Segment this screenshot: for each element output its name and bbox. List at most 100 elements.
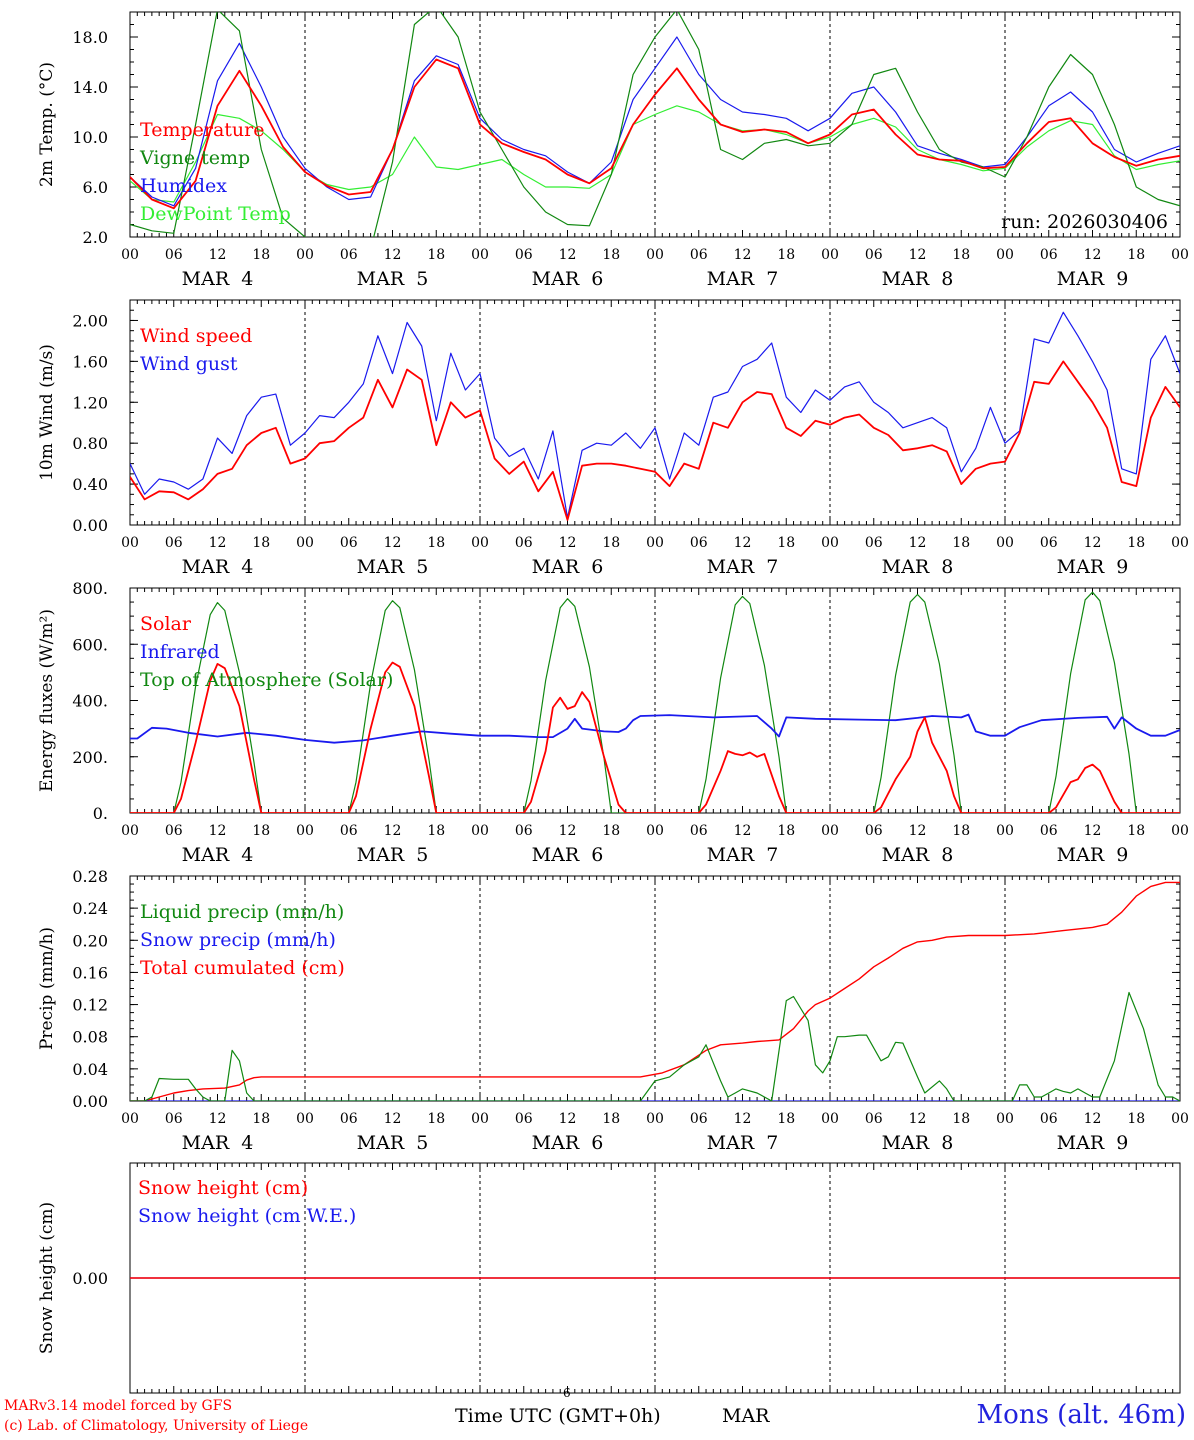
x-tick-label: 00 — [646, 247, 664, 263]
series-line-wind-gust — [130, 311, 1180, 519]
x-tick-label: 18 — [1127, 535, 1145, 551]
x-tick-label: 12 — [1084, 247, 1102, 263]
day-label: MAR 6 — [532, 1132, 604, 1154]
day-label: MAR 9 — [1057, 1132, 1129, 1154]
series-line-temperature — [130, 58, 1180, 210]
day-label: MAR 8 — [882, 1132, 954, 1154]
y-tick-label: 0.28 — [72, 867, 108, 886]
y-tick-label: 14.0 — [72, 78, 108, 97]
legend-entry: Vigne temp — [139, 147, 250, 169]
x-tick-label: 06 — [340, 823, 358, 839]
x-tick-label: 18 — [777, 535, 795, 551]
x-tick-label: 12 — [384, 1111, 402, 1127]
x-tick-label: 12 — [209, 1111, 227, 1127]
x-tick-label: 18 — [777, 823, 795, 839]
x-tick-label: 00 — [1171, 823, 1189, 839]
y-axis-label: Energy fluxes (W/m²) — [37, 609, 57, 792]
x-tick-label: 12 — [734, 1111, 752, 1127]
day-label: MAR 4 — [182, 844, 254, 866]
series-line-total-cumulated-cm — [130, 881, 1180, 1101]
legend-entry: Snow height (cm) — [138, 1177, 308, 1199]
x-tick-label: 18 — [1127, 247, 1145, 263]
x-tick-label: 06 — [165, 823, 183, 839]
x-tick-label: 00 — [1171, 247, 1189, 263]
x-tick-label: 12 — [909, 535, 927, 551]
x-tick-label: 12 — [909, 1111, 927, 1127]
meteogram-chart: 2.06.010.014.018.02m Temp. (°C)00 06 12 18 0… — [37, 11, 1189, 1394]
x-tick-label: 12 — [559, 247, 577, 263]
x-tick-label: 06 — [865, 1111, 883, 1127]
day-label: MAR 9 — [1057, 268, 1129, 290]
x-tick-label: 18 — [427, 1111, 445, 1127]
y-tick-label: 0.40 — [72, 475, 108, 494]
legend-entry: Infrared — [140, 641, 220, 663]
x-tick-label: 18 — [602, 1111, 620, 1127]
x-tick-label: 00 — [296, 535, 314, 551]
x-tick-label: 06 — [515, 247, 533, 263]
x-tick-label: 18 — [427, 535, 445, 551]
x-tick-label: 06 — [165, 535, 183, 551]
day-label: MAR 5 — [357, 268, 429, 290]
series-line-infrared — [130, 713, 1180, 744]
x-axis-title: Time UTC (GMT+0h) — [455, 1405, 661, 1427]
chart-panel-3: 0. 200. 400. 600. 800. Energy fluxes (W/m²) 00… — [37, 579, 1189, 866]
x-tick-label: 18 — [602, 823, 620, 839]
x-tick-label: 06 — [690, 823, 708, 839]
y-tick-label: 200. — [72, 748, 108, 767]
day-label: MAR 4 — [182, 556, 254, 578]
x-tick-label: 00 — [821, 823, 839, 839]
y-tick-label: 0.24 — [72, 899, 108, 918]
y-axis-label: Snow height (cm) — [37, 1202, 57, 1354]
x-tick-label: 18 — [252, 247, 270, 263]
x-tick-label: 00 — [996, 823, 1014, 839]
x-tick-label: 06 — [1040, 535, 1058, 551]
x-tick-label: 12 — [734, 823, 752, 839]
x-tick-label: 18 — [427, 247, 445, 263]
x-tick-label: 06 — [1040, 247, 1058, 263]
y-tick-label: 600. — [72, 635, 108, 654]
y-tick-label: 18.0 — [72, 28, 108, 47]
x-tick-label: 00 — [121, 247, 139, 263]
day-label: MAR 5 — [357, 1132, 429, 1154]
x-tick-label: 12 — [559, 535, 577, 551]
y-tick-label: 0.80 — [72, 434, 108, 453]
x-tick-label: 06 — [690, 535, 708, 551]
x-tick-label: 00 — [646, 823, 664, 839]
x-tick-label: 00 — [121, 1111, 139, 1127]
day-label: MAR 5 — [357, 556, 429, 578]
station-name: Mons (alt. 46m) — [976, 1400, 1186, 1430]
x-tick-label: 12 — [384, 535, 402, 551]
y-tick-label: 0.00 — [72, 1092, 108, 1111]
x-tick-label: 12 — [559, 823, 577, 839]
x-axis-month: MAR — [722, 1405, 770, 1427]
x-tick-label: 00 — [821, 1111, 839, 1127]
x-tick-label: 06 — [690, 1111, 708, 1127]
series-line-wind-speed — [130, 360, 1180, 521]
x-tick-label: 00 — [1171, 1111, 1189, 1127]
day-label: MAR 7 — [707, 556, 779, 578]
x-tick-label: 06 — [1040, 823, 1058, 839]
x-tick-label: 00 — [121, 823, 139, 839]
day-label: MAR 6 — [532, 844, 604, 866]
day-label: MAR 9 — [1057, 844, 1129, 866]
x-tick-label: 18 — [252, 823, 270, 839]
x-tick-label: 12 — [559, 1111, 577, 1127]
x-tick-label: 06 — [515, 823, 533, 839]
series-line-humidex — [130, 36, 1180, 207]
chart-panel-5: 0.00 Snow height (cm) Snow height (cm) Snow… — [37, 1162, 1181, 1394]
x-tick-label: 00 — [296, 247, 314, 263]
legend-entry: Wind speed — [140, 325, 252, 347]
x-tick-label: 06 — [1040, 1111, 1058, 1127]
x-tick-label: 00 — [646, 535, 664, 551]
day-label: MAR 8 — [882, 268, 954, 290]
x-tick-label: 12 — [909, 247, 927, 263]
y-tick-label: 6.0 — [83, 178, 108, 197]
day-label: MAR 8 — [882, 844, 954, 866]
plot-frame — [129, 587, 1181, 814]
legend-entry: DewPoint Temp — [140, 203, 291, 225]
y-tick-label: 0.12 — [72, 996, 108, 1015]
y-tick-label: 1.20 — [72, 393, 108, 412]
x-tick-label: 00 — [121, 535, 139, 551]
legend-entry: Liquid precip (mm/h) — [140, 901, 344, 923]
x-tick-label: 12 — [1084, 823, 1102, 839]
